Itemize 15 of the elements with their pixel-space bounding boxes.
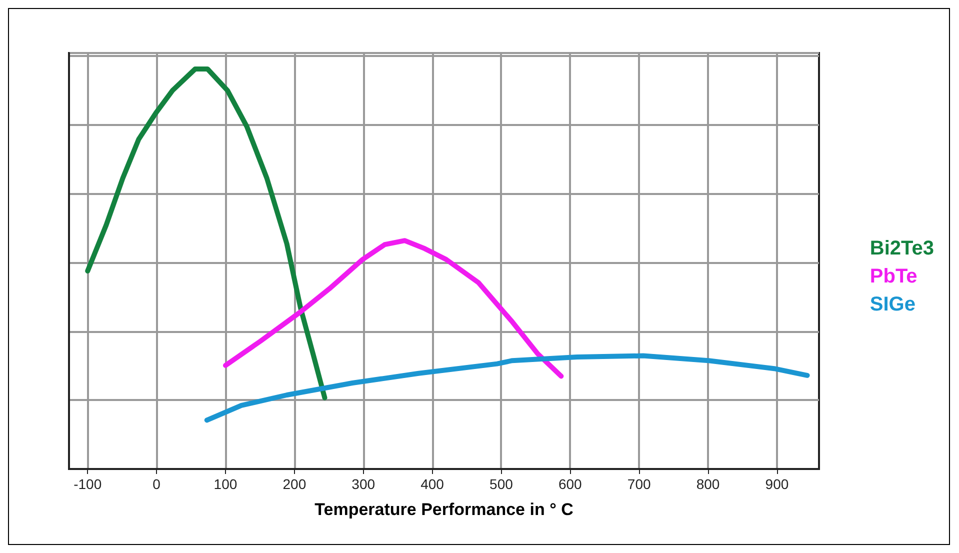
x-tick-label: 500	[490, 476, 514, 492]
x-tick-label: 300	[352, 476, 376, 492]
x-tick-label: 800	[696, 476, 720, 492]
x-tick-label: 100	[214, 476, 238, 492]
x-tick-label: 0	[152, 476, 161, 492]
x-tick-label: -100	[74, 476, 102, 492]
text: PbTe	[870, 266, 918, 288]
x-tick-label: 600	[558, 476, 582, 492]
x-tick-label: 400	[420, 476, 444, 492]
text: SIGe	[870, 294, 916, 316]
x-tick-label: 900	[765, 476, 789, 492]
x-tick-label: 200	[282, 476, 306, 492]
text: Bi2Te3	[870, 238, 934, 260]
x-tick-label: 700	[627, 476, 651, 492]
x-axis-title: Temperature Performance in ° C	[314, 500, 574, 519]
